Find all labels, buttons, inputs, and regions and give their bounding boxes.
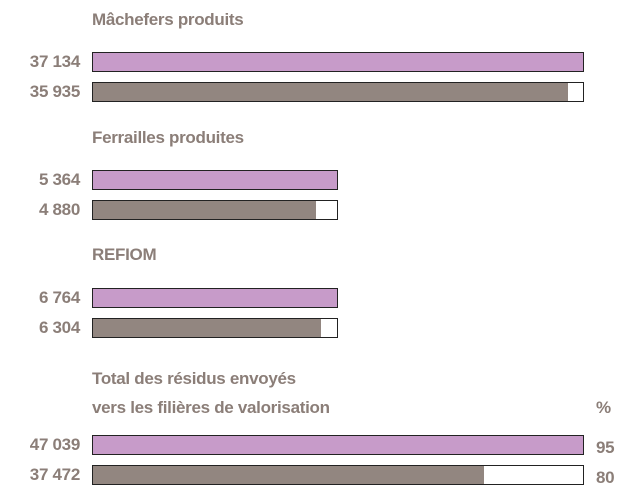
value-label: 35 935 (29, 82, 81, 101)
percent-header: % (596, 398, 611, 417)
value-label: 6 764 (38, 288, 80, 307)
percent-label: 80 (596, 468, 615, 487)
group-title: Total des résidus envoyés vers les filiè… (92, 369, 330, 417)
bar (92, 465, 484, 485)
bar (92, 200, 316, 220)
value-label: 6 304 (38, 318, 80, 337)
value-label: 5 364 (38, 170, 80, 189)
group-title: REFIOM (92, 245, 157, 264)
bar (92, 170, 338, 190)
bar (92, 288, 338, 308)
percent-label: 95 (596, 438, 615, 457)
bar (92, 435, 584, 455)
value-label: 4 880 (38, 200, 80, 219)
bar (92, 318, 322, 338)
group-title: Mâchefers produits (92, 10, 244, 29)
bar (92, 82, 569, 102)
value-label: 37 472 (29, 465, 81, 484)
bar (92, 52, 584, 72)
group-title: Ferrailles produites (92, 128, 244, 147)
value-label: 37 134 (29, 52, 81, 71)
value-label: 47 039 (29, 435, 81, 454)
